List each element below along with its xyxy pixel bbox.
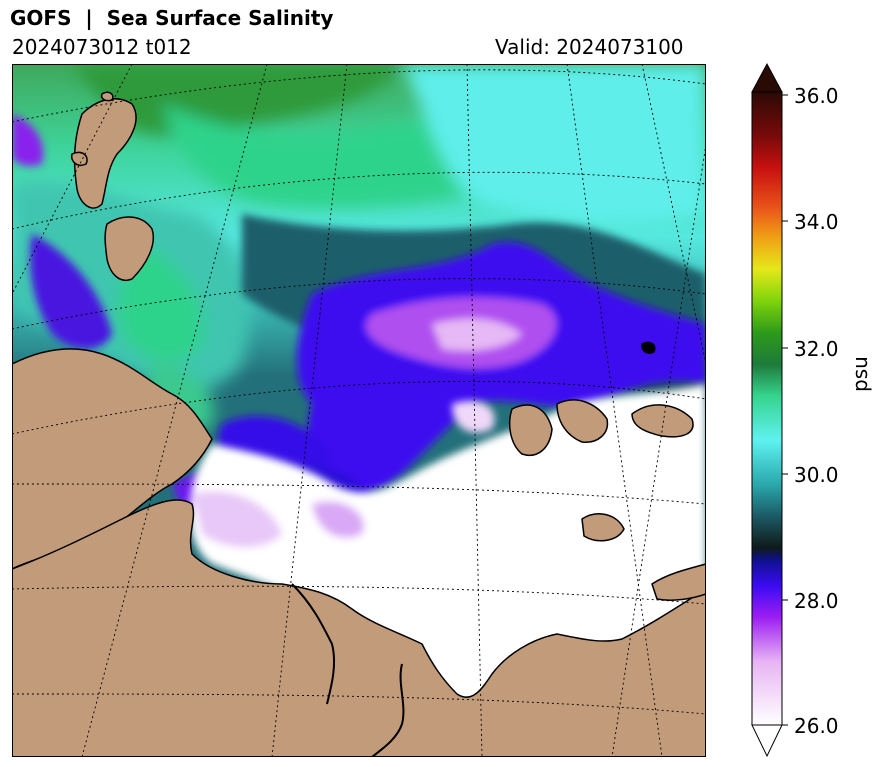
graticule [12, 64, 706, 757]
land-island-north-2 [104, 216, 154, 281]
figure-title: GOFS | Sea Surface Salinity [10, 6, 334, 30]
land-archipelago-east-1 [509, 404, 553, 456]
land-archipelago-east-3 [631, 404, 694, 438]
valid-time-label: Valid: 2024073100 [495, 35, 684, 59]
rivers [291, 583, 405, 757]
colorbar-unit-label: psu [848, 356, 872, 392]
colorbar-scale [751, 91, 783, 726]
colorbar-tick-30: 30.0 [794, 463, 839, 487]
land-south [12, 499, 706, 757]
init-time-label: 2024073012 t012 [12, 35, 192, 59]
colorbar-tick-28: 28.0 [794, 589, 839, 613]
colorbar-tick-36: 36.0 [794, 84, 839, 108]
land-archipelago-east-2 [556, 399, 609, 443]
colorbar-tick-34: 34.0 [794, 210, 839, 234]
colorbar-tick-26: 26.0 [794, 714, 839, 738]
land-island-north [73, 98, 137, 209]
colorbar-extend-min [751, 724, 783, 758]
salinity-map [12, 64, 706, 757]
colorbar-tick-32: 32.0 [794, 337, 839, 361]
colorbar-extend-max [751, 62, 783, 93]
land-masses [12, 91, 706, 757]
colorbar: 36.0 34.0 32.0 30.0 28.0 26.0 [748, 60, 883, 762]
